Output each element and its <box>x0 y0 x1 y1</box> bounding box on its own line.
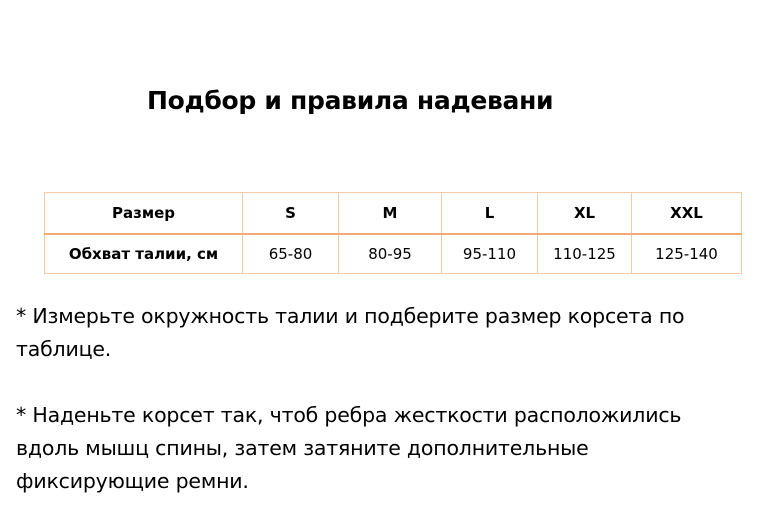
table-cell: 95-110 <box>441 233 538 274</box>
header-cell: M <box>338 192 442 235</box>
table-cell: 65-80 <box>242 233 339 274</box>
table-cell: 110-125 <box>537 233 632 274</box>
size-table: Размер S M L XL XXL Обхват талии, см 65-… <box>44 192 742 274</box>
text-line: * Измерьте окружность талии и подберите … <box>16 304 685 328</box>
instruction-paragraph: * Измерьте окружность талии и подберите … <box>16 300 685 366</box>
header-cell: L <box>441 192 538 235</box>
header-cell: S <box>242 192 339 235</box>
table-cell: 80-95 <box>338 233 442 274</box>
table-header-row: Размер S M L XL XXL <box>44 192 742 235</box>
table-cell: 125-140 <box>631 233 742 274</box>
text-line: вдоль мышц спины, затем затяните дополни… <box>16 436 589 460</box>
text-line: * Наденьте корсет так, чтоб ребра жестко… <box>16 403 682 427</box>
page-title: Подбор и правила надевани <box>147 86 554 115</box>
header-cell: XL <box>537 192 632 235</box>
instruction-paragraph: * Наденьте корсет так, чтоб ребра жестко… <box>16 399 681 498</box>
text-line: фиксирующие ремни. <box>16 469 249 493</box>
row-label: Обхват талии, см <box>44 233 243 274</box>
table-row: Обхват талии, см 65-80 80-95 95-110 110-… <box>44 233 742 274</box>
header-cell: Размер <box>44 192 243 235</box>
header-cell: XXL <box>631 192 742 235</box>
text-line: таблице. <box>16 337 112 361</box>
